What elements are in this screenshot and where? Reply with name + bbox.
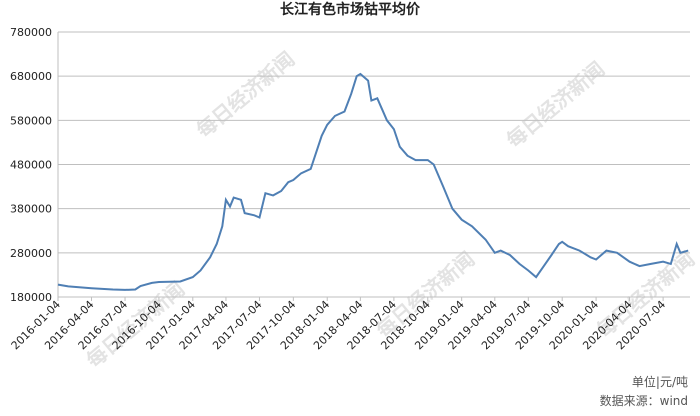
y-tick-label: 280000 — [10, 247, 52, 260]
y-tick-label: 580000 — [10, 114, 52, 127]
y-tick-label: 380000 — [10, 203, 52, 216]
chart-title: 长江有色市场钴平均价 — [280, 1, 421, 18]
line-series — [57, 72, 689, 291]
source-note: 数据来源：wind — [600, 393, 688, 408]
y-tick-label: 180000 — [10, 291, 52, 304]
watermark: 每日经济新闻 — [192, 47, 299, 143]
unit-note: 单位|元/吨 — [632, 374, 688, 389]
y-tick-label: 480000 — [10, 159, 52, 172]
y-tick-label: 780000 — [10, 26, 52, 39]
y-tick-label: 680000 — [10, 70, 52, 83]
watermark: 每日经济新闻 — [502, 57, 609, 153]
